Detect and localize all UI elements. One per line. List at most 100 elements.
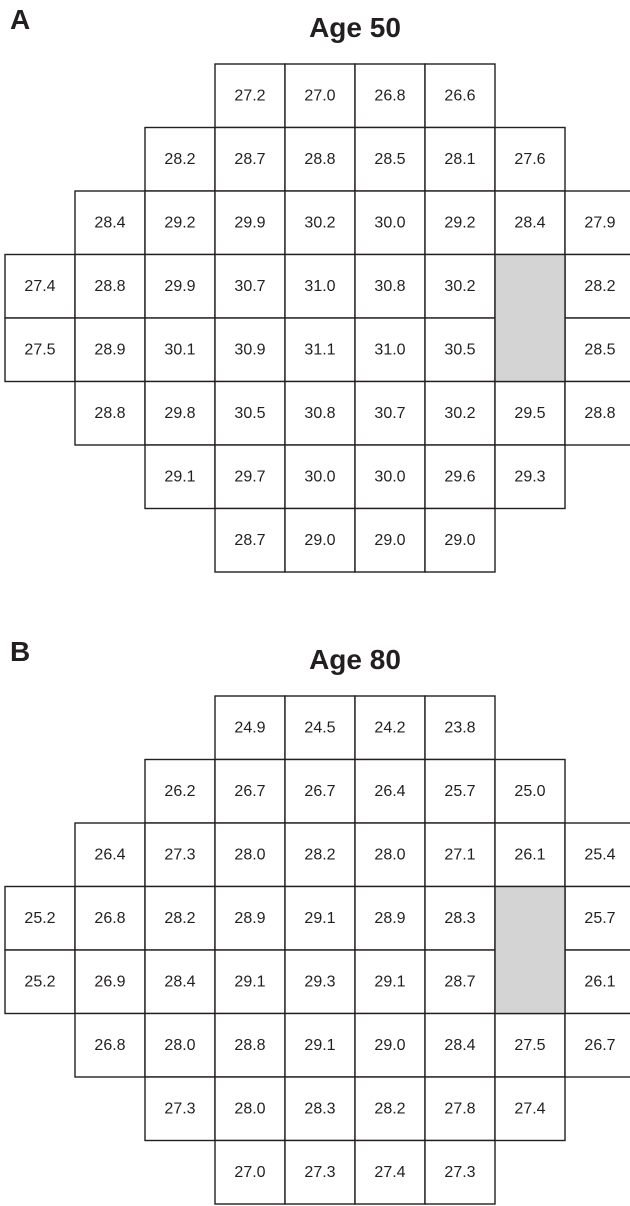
grid-cell-box: [284, 758, 356, 824]
grid-cell: 23.8: [424, 695, 496, 761]
grid-cell-box: [494, 1076, 566, 1142]
grid-cell-box: [74, 253, 146, 319]
cell-value: 29.2: [164, 214, 195, 231]
grid-cell: 26.1: [494, 822, 566, 888]
cell-value: 27.5: [24, 341, 55, 358]
grid-cell: 30.9: [214, 317, 286, 383]
cell-value: 28.4: [164, 973, 195, 990]
panel-b: B Age 80 24.9 24.5 24.2 23.8 26.2 26.7 26.7 26.…: [0, 632, 630, 1206]
cell-value: 29.0: [374, 1037, 405, 1054]
cell-value: 29.9: [234, 214, 265, 231]
grid-cell-box: [424, 126, 496, 192]
grid-cell-box: [494, 444, 566, 510]
grid-cell: 28.2: [144, 885, 216, 951]
cell-value: 30.9: [234, 341, 265, 358]
grid-cell: 25.4: [564, 822, 630, 888]
cell-value: 28.2: [584, 278, 615, 295]
grid-cell: 29.0: [284, 507, 356, 573]
grid-cell: 26.8: [74, 885, 146, 951]
cell-value: 30.7: [374, 405, 405, 422]
grid-cell: 28.0: [214, 1076, 286, 1142]
grid-cell-box: [144, 380, 216, 446]
cell-value: 24.9: [234, 719, 265, 736]
cell-value: 27.1: [444, 846, 475, 863]
grid-cell-box: [564, 190, 630, 256]
grid-cell-box: [284, 190, 356, 256]
sensitivity-grid: 27.2 27.0 26.8 26.6 28.2 28.7 28.8 28.5 28.1 27.6…: [4, 63, 630, 573]
grid-cell: 31.1: [284, 317, 356, 383]
grid-cell: 30.5: [214, 380, 286, 446]
blind-spot-cell: [494, 885, 566, 1015]
grid-cell-box: [494, 190, 566, 256]
grid-cell: 26.2: [144, 758, 216, 824]
cell-value: 30.0: [374, 214, 405, 231]
grid-cell: 26.7: [214, 758, 286, 824]
grid-cell-box: [284, 822, 356, 888]
panel-a: A Age 50 27.2 27.0 26.8 26.6 28.2 28.7 28.8 28.…: [0, 0, 630, 600]
grid-cell: 30.2: [424, 380, 496, 446]
grid-cell-box: [424, 380, 496, 446]
grid-cell: 30.8: [354, 253, 426, 319]
cell-value: 27.3: [164, 1100, 195, 1117]
cell-value: 28.3: [444, 910, 475, 927]
grid-cell: 29.2: [144, 190, 216, 256]
cell-value: 29.5: [514, 405, 545, 422]
grid-cell-box: [284, 126, 356, 192]
cell-value: 29.1: [374, 973, 405, 990]
cell-value: 26.9: [94, 973, 125, 990]
grid-cell: 27.2: [214, 63, 286, 129]
grid-cell: 30.0: [284, 444, 356, 510]
grid-cell: 30.0: [354, 444, 426, 510]
cell-value: 30.0: [304, 468, 335, 485]
panel-letter: A: [10, 4, 31, 35]
grid-cell-box: [214, 885, 286, 951]
grid-cell-box: [494, 380, 566, 446]
cell-value: 27.3: [164, 846, 195, 863]
grid-cell-box: [214, 253, 286, 319]
grid-cell-box: [564, 317, 630, 383]
grid-cell: 28.4: [74, 190, 146, 256]
grid-cell-box: [144, 317, 216, 383]
cell-value: 29.3: [514, 468, 545, 485]
grid-cell-box: [74, 1012, 146, 1078]
grid-cell: 26.8: [74, 1012, 146, 1078]
grid-cell-box: [494, 1012, 566, 1078]
grid-cell-box: [284, 1012, 356, 1078]
grid-cell: 25.2: [4, 885, 76, 951]
grid-cell: 24.9: [214, 695, 286, 761]
grid-cell: 28.8: [74, 380, 146, 446]
cell-value: 29.0: [304, 532, 335, 549]
grid-cell-box: [144, 444, 216, 510]
grid-cell-box: [424, 1139, 496, 1205]
cell-value: 27.3: [444, 1164, 475, 1181]
grid-cell: 29.1: [354, 949, 426, 1015]
grid-cell: 28.7: [214, 126, 286, 192]
cell-value: 28.4: [514, 214, 545, 231]
grid-cell-box: [494, 126, 566, 192]
grid-cell: 29.1: [214, 949, 286, 1015]
grid-cell-box: [424, 507, 496, 573]
grid-cell: 29.0: [354, 507, 426, 573]
panel-letter: B: [10, 636, 31, 667]
grid-cell: 28.8: [214, 1012, 286, 1078]
grid-cell: 28.2: [354, 1076, 426, 1142]
cell-value: 30.2: [444, 278, 475, 295]
cell-value: 28.2: [374, 1100, 405, 1117]
cell-value: 26.2: [164, 783, 195, 800]
grid-cell: 30.0: [354, 190, 426, 256]
grid-cell-box: [74, 949, 146, 1015]
grid-cell: 29.3: [284, 949, 356, 1015]
cell-value: 26.8: [94, 1037, 125, 1054]
grid-cell: 30.2: [424, 253, 496, 319]
cell-value: 28.7: [234, 532, 265, 549]
grid-cell-box: [424, 444, 496, 510]
grid-cell-box: [494, 758, 566, 824]
grid-cell-box: [144, 885, 216, 951]
cell-value: 28.0: [234, 1100, 265, 1117]
cell-value: 30.0: [374, 468, 405, 485]
cell-value: 28.5: [374, 151, 405, 168]
grid-cell: 26.7: [564, 1012, 630, 1078]
grid-cell-box: [564, 885, 630, 951]
grid-cell: 28.4: [424, 1012, 496, 1078]
cell-value: 26.1: [514, 846, 545, 863]
